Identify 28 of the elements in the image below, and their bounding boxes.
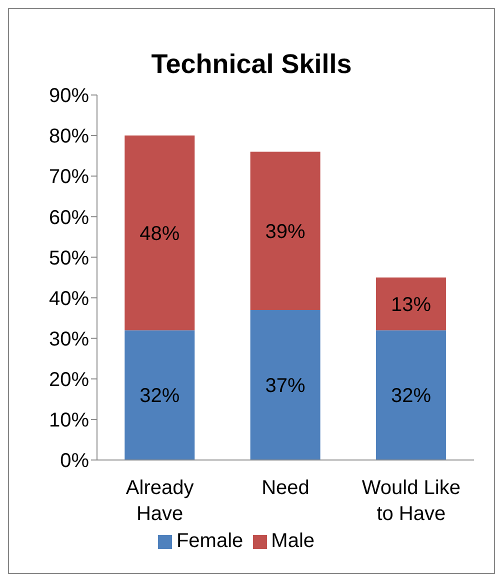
y-tick-label: 80%	[48, 126, 90, 148]
x-tick-label: Already Have	[126, 477, 194, 525]
bar	[250, 310, 320, 460]
y-tick-label: 90%	[48, 85, 90, 108]
data-label: 32%	[140, 385, 180, 408]
chart-title: Technical Skills	[150, 49, 353, 81]
data-label: 48%	[140, 222, 180, 245]
legend-label: Female	[176, 530, 244, 552]
data-label: 39%	[265, 220, 306, 243]
y-tick-label: 0%	[60, 450, 90, 472]
y-tick-label: 20%	[48, 368, 90, 391]
y-tick-label: 60%	[48, 206, 90, 229]
data-label: 13%	[390, 294, 432, 316]
data-label: 32%	[390, 385, 432, 408]
legend-label: Male	[271, 530, 315, 552]
y-tick-label: 10%	[48, 410, 90, 432]
x-tick-label: Need	[262, 477, 310, 499]
bar	[250, 152, 320, 310]
y-tick-label: 30%	[48, 328, 90, 350]
x-tick-label: Would Like to Have	[362, 477, 460, 525]
y-tick-label: 70%	[48, 166, 90, 188]
bar	[124, 136, 195, 330]
y-tick-label: 50%	[48, 247, 90, 270]
data-label: 37%	[265, 375, 306, 398]
bar	[376, 330, 446, 460]
y-tick-label: 40%	[48, 288, 90, 310]
bar	[376, 278, 446, 330]
bar	[124, 330, 195, 460]
